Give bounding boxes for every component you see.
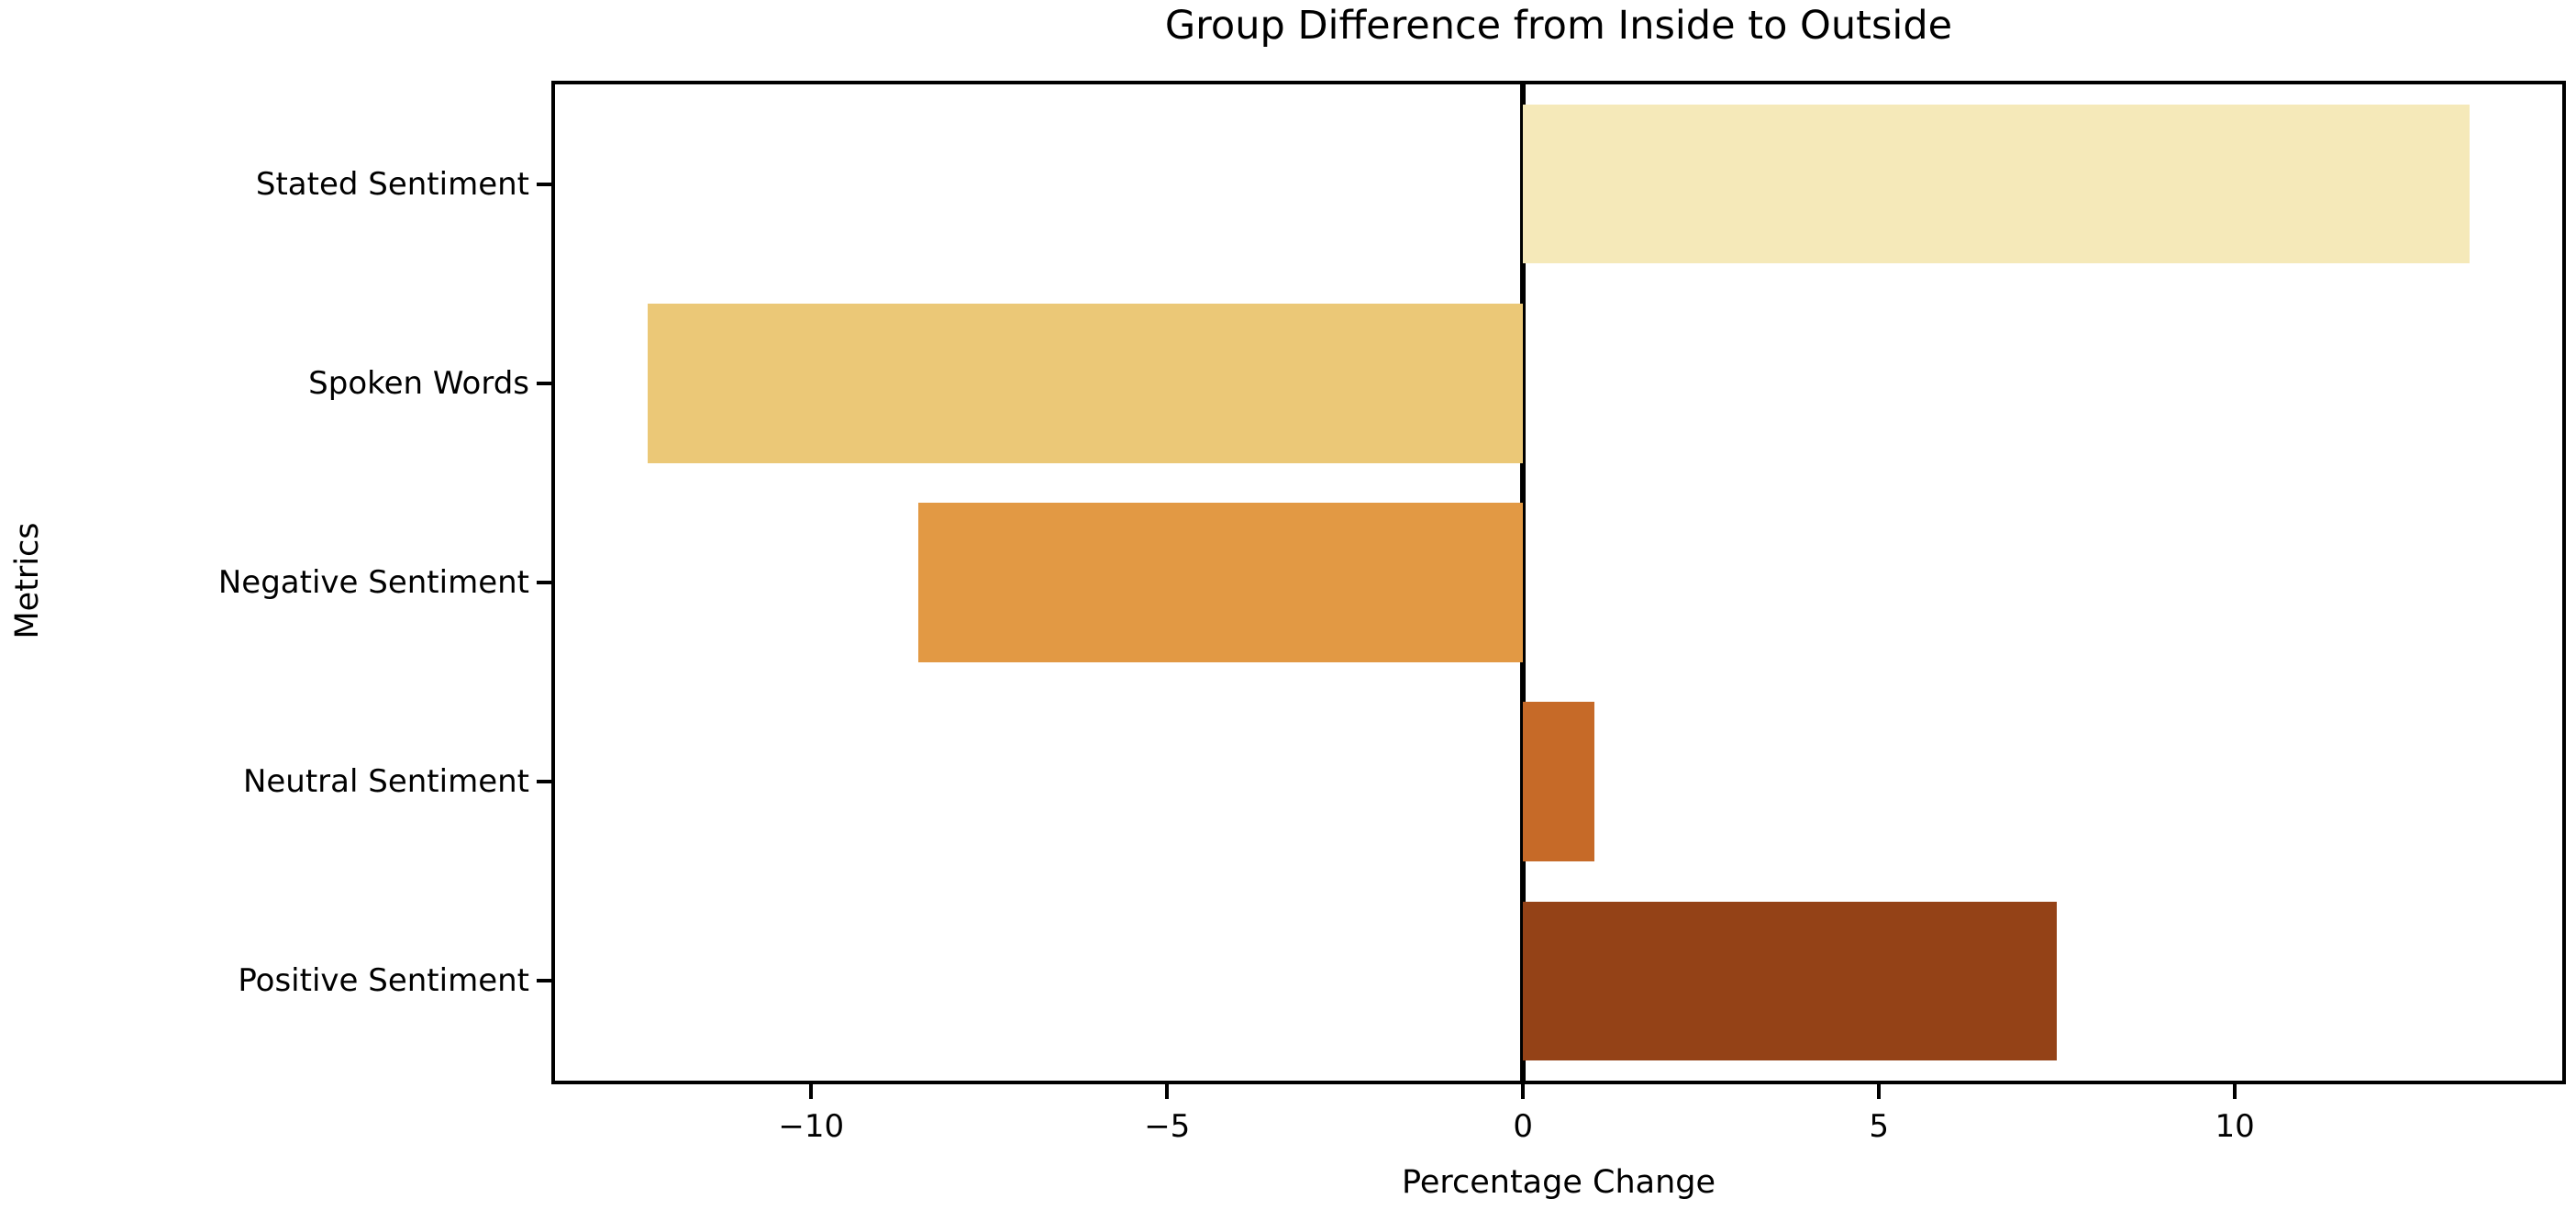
y-tick-label-negative-sentiment: Negative Sentiment <box>217 564 529 601</box>
x-tick-mark-10 <box>2233 1084 2237 1099</box>
x-tick-mark-0 <box>1521 1084 1526 1099</box>
x-tick-mark-−5 <box>1165 1084 1170 1099</box>
bar-stated-sentiment <box>1523 104 2471 264</box>
y-tick-mark-spoken-words <box>537 381 551 385</box>
bar-negative-sentiment <box>917 503 1524 662</box>
y-tick-label-stated-sentiment: Stated Sentiment <box>255 165 529 203</box>
bar-neutral-sentiment <box>1523 702 1594 862</box>
bar-spoken-words <box>647 303 1524 463</box>
x-tick-label-5: 5 <box>1869 1108 1889 1145</box>
x-tick-label-10: 10 <box>2215 1108 2255 1145</box>
plot-area <box>551 81 2566 1084</box>
x-tick-label-−10: −10 <box>778 1108 845 1145</box>
zero-baseline <box>1520 84 1527 1081</box>
y-axis-label: Metrics <box>9 522 46 639</box>
y-tick-label-positive-sentiment: Positive Sentiment <box>238 962 529 1000</box>
y-tick-mark-neutral-sentiment <box>537 780 551 784</box>
y-tick-mark-stated-sentiment <box>537 182 551 186</box>
y-tick-label-spoken-words: Spoken Words <box>308 364 529 402</box>
y-tick-mark-positive-sentiment <box>537 979 551 983</box>
x-tick-mark-−10 <box>809 1084 814 1099</box>
chart-title: Group Difference from Inside to Outside <box>1164 3 1953 49</box>
x-tick-label-−5: −5 <box>1144 1108 1191 1145</box>
bar-positive-sentiment <box>1523 901 2058 1061</box>
y-tick-mark-negative-sentiment <box>537 581 551 584</box>
x-tick-label-0: 0 <box>1513 1108 1534 1145</box>
x-axis-label: Percentage Change <box>1401 1164 1716 1201</box>
y-tick-label-neutral-sentiment: Neutral Sentiment <box>242 763 529 801</box>
x-tick-mark-5 <box>1877 1084 1882 1099</box>
